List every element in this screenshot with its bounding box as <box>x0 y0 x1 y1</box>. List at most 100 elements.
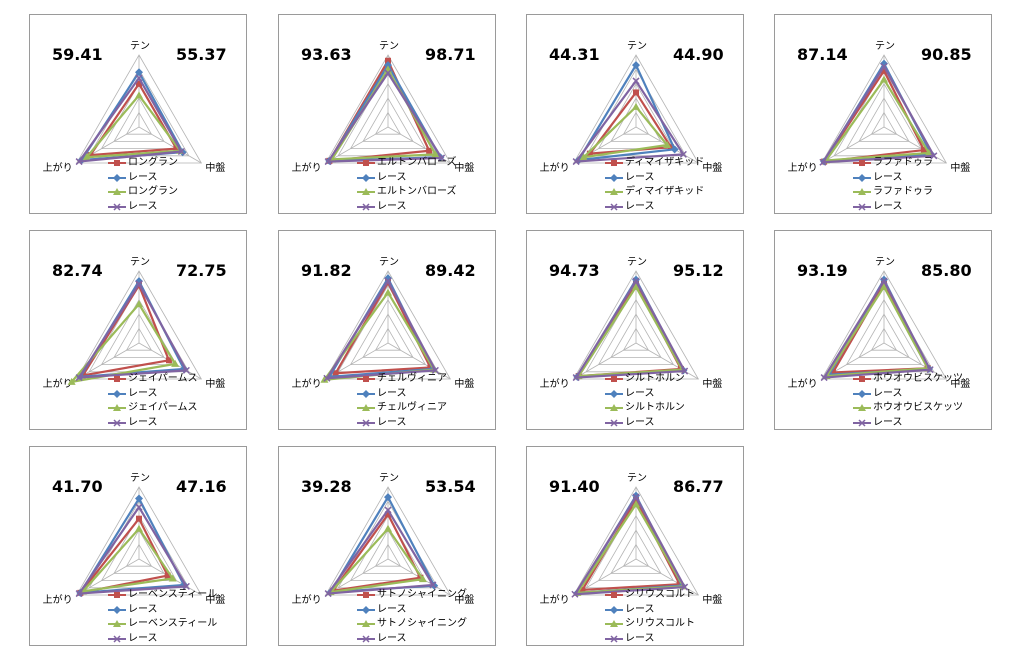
legend-entry: エルトンバローズ <box>357 185 457 200</box>
legend-entry: レース <box>357 200 457 215</box>
legend: エルトンバローズレースエルトンバローズレース <box>357 156 457 214</box>
legend-label: レース <box>873 417 903 428</box>
axis-label: テン <box>130 473 150 484</box>
legend-label: レース <box>873 201 903 212</box>
legend-swatch <box>605 606 623 614</box>
legend-label: エルトンバローズ <box>377 157 457 168</box>
legend-marker <box>859 160 865 166</box>
legend: サトノシャイニングレースサトノシャイニングレース <box>357 588 467 646</box>
legend-entry: レース <box>605 387 685 402</box>
legend-swatch <box>357 591 375 599</box>
legend-entry: ラファドゥラ <box>853 156 933 171</box>
axis-label: テン <box>627 257 647 268</box>
left-score: 91.40 <box>549 477 600 496</box>
right-score: 72.75 <box>176 261 227 280</box>
series-line <box>833 284 928 373</box>
legend-swatch <box>357 419 375 427</box>
axis-label: 中盤 <box>454 161 474 174</box>
legend-label: ジェイパームス <box>128 373 198 384</box>
legend-swatch <box>605 390 623 398</box>
left-score: 82.74 <box>52 261 103 280</box>
legend-marker <box>362 174 370 182</box>
legend-marker <box>858 174 866 182</box>
legend-entry: レース <box>357 603 467 618</box>
legend-entry: ジェイパームス <box>108 401 198 416</box>
legend-marker <box>362 390 370 398</box>
right-score: 90.85 <box>921 45 972 64</box>
legend-marker <box>611 592 617 598</box>
legend-marker <box>114 160 120 166</box>
legend-swatch <box>853 419 871 427</box>
legend-swatch <box>605 620 623 628</box>
axis-label: 中盤 <box>205 161 225 174</box>
legend-swatch <box>108 404 126 412</box>
left-score: 59.41 <box>52 45 103 64</box>
legend-marker <box>114 376 120 382</box>
axis-label: 中盤 <box>702 593 722 606</box>
legend-marker <box>362 606 370 614</box>
legend-marker <box>363 160 369 166</box>
legend-swatch <box>108 188 126 196</box>
legend-entry: レース <box>853 387 963 402</box>
legend-swatch <box>357 606 375 614</box>
legend-swatch <box>605 188 623 196</box>
axis-label: 上がり <box>540 593 570 606</box>
legend-marker <box>113 390 121 398</box>
legend-entry: ロングラン <box>108 156 178 171</box>
legend-marker <box>611 376 617 382</box>
axis-label: 上がり <box>43 593 73 606</box>
legend-marker <box>113 606 121 614</box>
legend-swatch <box>108 390 126 398</box>
legend-label: レース <box>873 388 903 399</box>
legend-swatch <box>853 404 871 412</box>
legend-entry: レース <box>853 200 933 215</box>
legend-label: シリウスコルト <box>625 618 695 629</box>
legend: シルトホルンレースシルトホルンレース <box>605 372 685 430</box>
legend-marker <box>610 606 618 614</box>
axis-label: 上がり <box>788 377 818 390</box>
left-score: 91.82 <box>301 261 352 280</box>
legend-entry: レース <box>108 387 198 402</box>
legend-entry: レース <box>108 632 217 646</box>
legend-label: レース <box>625 417 655 428</box>
legend-entry: レース <box>605 632 695 646</box>
legend-swatch <box>357 375 375 383</box>
legend-entry: レース <box>853 171 933 186</box>
legend-label: レース <box>128 604 158 615</box>
legend-swatch <box>357 635 375 643</box>
legend-entry: ロングラン <box>108 185 178 200</box>
legend-label: レース <box>625 633 655 644</box>
axis-label: 上がり <box>292 161 322 174</box>
legend-swatch <box>108 375 126 383</box>
legend-entry: レース <box>357 632 467 646</box>
legend-swatch <box>357 159 375 167</box>
legend-entry: レース <box>108 416 198 431</box>
legend-label: レース <box>625 604 655 615</box>
legend-label: レース <box>377 604 407 615</box>
axis-label: テン <box>130 257 150 268</box>
axis-label: テン <box>875 257 895 268</box>
legend-swatch <box>108 635 126 643</box>
legend-swatch <box>853 159 871 167</box>
legend-swatch <box>108 203 126 211</box>
legend-marker <box>611 160 617 166</box>
left-score: 41.70 <box>52 477 103 496</box>
legend-marker <box>113 174 121 182</box>
axis-label: 上がり <box>540 377 570 390</box>
axis-label: テン <box>379 257 399 268</box>
axis-label: 中盤 <box>205 377 225 390</box>
left-score: 94.73 <box>549 261 600 280</box>
legend-entry: ディマイザキッド <box>605 185 704 200</box>
axis-label: テン <box>379 41 399 52</box>
legend-label: ホウオウビスケッツ <box>873 373 963 384</box>
right-score: 53.54 <box>425 477 476 496</box>
axis-label: テン <box>379 473 399 484</box>
legend-marker <box>859 376 865 382</box>
legend-swatch <box>108 419 126 427</box>
legend-swatch <box>853 188 871 196</box>
